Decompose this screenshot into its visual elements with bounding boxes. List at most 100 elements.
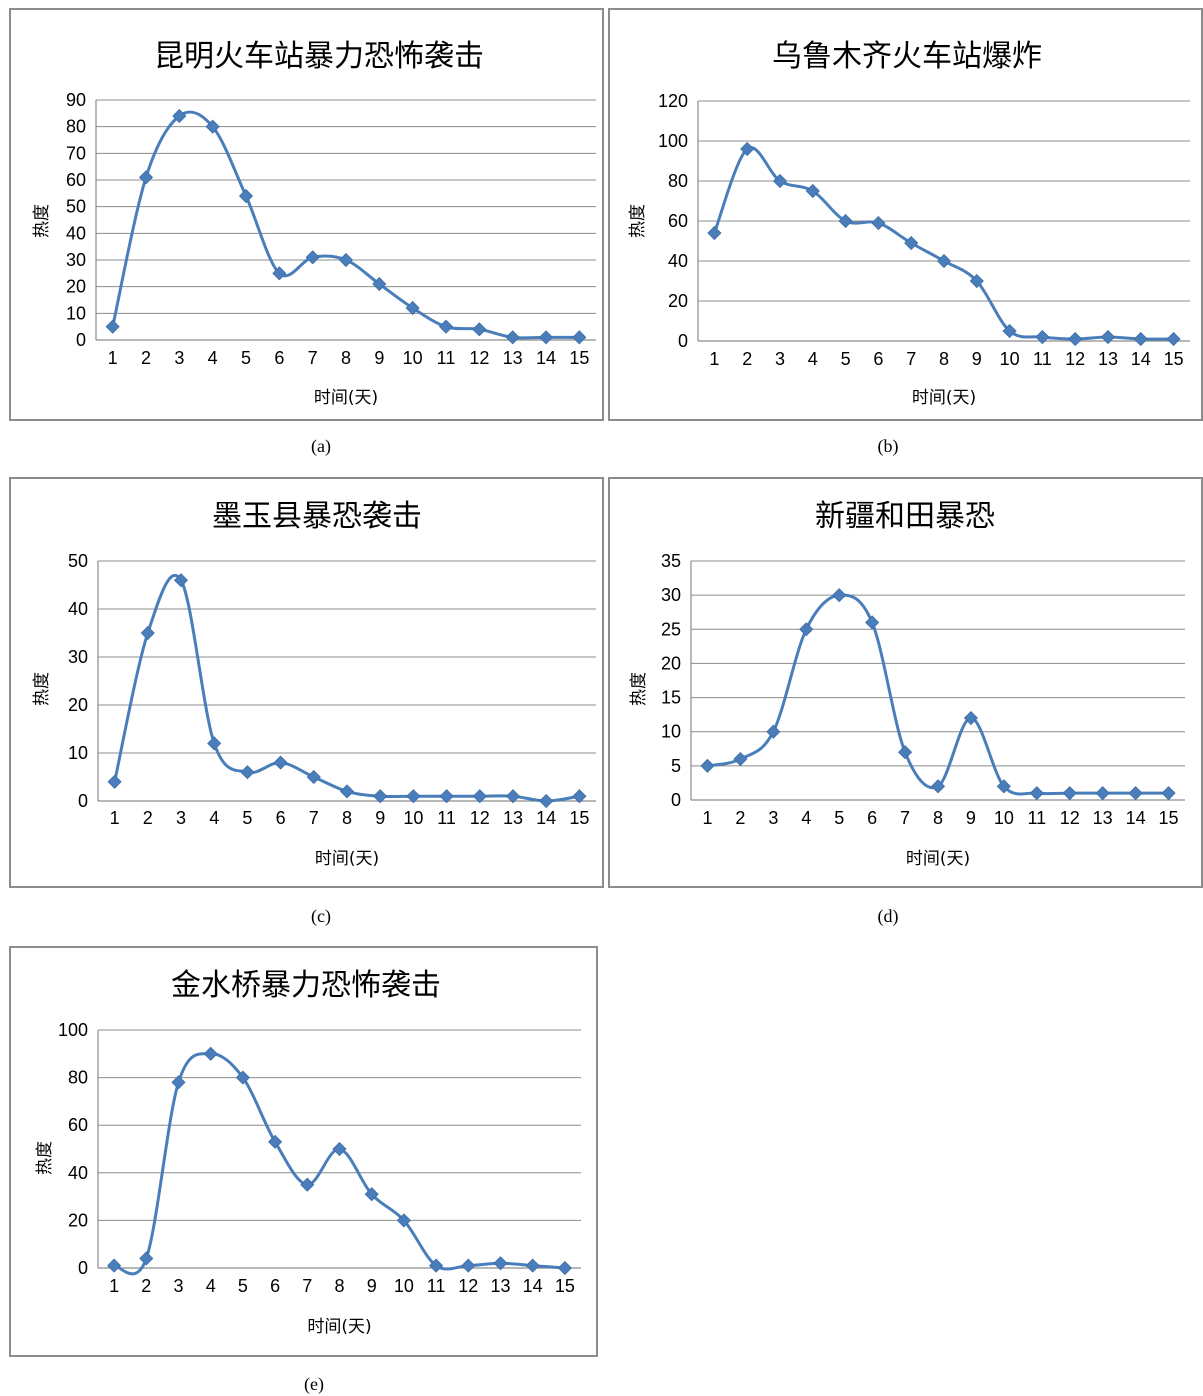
- data-point-marker: [332, 1141, 347, 1157]
- data-point-marker: [996, 779, 1011, 794]
- x-tick-label: 4: [206, 1276, 216, 1296]
- x-tick-label: 5: [238, 1276, 248, 1296]
- x-tick-label: 14: [523, 1276, 543, 1296]
- data-point-marker: [472, 789, 487, 804]
- data-point-marker: [461, 1258, 476, 1273]
- x-tick-label: 15: [555, 1276, 575, 1296]
- x-tick-label: 12: [469, 348, 489, 368]
- x-tick-label: 3: [768, 808, 778, 828]
- data-point-marker: [472, 322, 487, 337]
- x-tick-label: 1: [702, 808, 712, 828]
- x-tick-label: 9: [375, 808, 385, 828]
- y-tick-label: 30: [661, 585, 681, 605]
- data-point-marker: [557, 1260, 572, 1276]
- y-tick-label: 20: [68, 695, 88, 715]
- x-tick-label: 5: [841, 349, 851, 369]
- chart-panel-c: 墨玉县暴恐袭击 0 10 20 30 40 50 1 2 3 4 5 6 7 8 9 10 11 12 13 14 15 时…: [9, 477, 604, 888]
- caption-d: (d): [877, 906, 899, 926]
- x-tick-label: 12: [458, 1276, 478, 1296]
- data-point-marker: [539, 793, 554, 809]
- x-tick-label: 10: [394, 1276, 414, 1296]
- x-tick-label: 5: [242, 808, 252, 828]
- y-tick-label: 10: [661, 722, 681, 742]
- data-point-marker: [300, 1177, 315, 1192]
- data-point-marker: [268, 1134, 283, 1149]
- data-point-marker: [105, 319, 120, 334]
- chart-title: 新疆和田暴恐: [815, 499, 995, 534]
- data-point-marker: [305, 250, 320, 265]
- data-point-marker: [865, 615, 880, 630]
- chart-title: 墨玉县暴恐袭击: [212, 499, 422, 534]
- x-tick-label: 11: [437, 348, 456, 368]
- x-tick-label: 13: [503, 808, 523, 828]
- data-point-marker: [372, 276, 387, 292]
- data-point-marker: [107, 1258, 122, 1273]
- y-tick-label: 80: [66, 117, 86, 137]
- series-line: [707, 593, 1169, 796]
- x-tick-label: 7: [900, 808, 910, 828]
- x-tick-label: 8: [939, 349, 949, 369]
- x-tick-label: 3: [174, 348, 184, 368]
- y-tick-label: 25: [661, 619, 681, 639]
- y-axis-label: 热度: [628, 204, 648, 238]
- x-tick-label: 11: [1033, 349, 1052, 369]
- x-tick-label: 15: [569, 808, 589, 828]
- x-tick-label: 6: [867, 808, 877, 828]
- x-tick-label: 3: [173, 1276, 183, 1296]
- x-tick-label: 9: [367, 1276, 377, 1296]
- data-point-marker: [772, 173, 788, 189]
- data-point-marker: [429, 1258, 444, 1273]
- x-tick-label: 1: [108, 348, 118, 368]
- y-axis-label: 热度: [629, 672, 649, 706]
- data-point-marker: [405, 300, 420, 316]
- x-axis-label: 时间(天): [307, 1317, 371, 1337]
- y-tick-label: 10: [66, 303, 86, 323]
- series-line: [713, 146, 1174, 341]
- x-tick-label: 14: [1131, 349, 1151, 369]
- y-tick-label: 0: [76, 330, 86, 350]
- data-point-marker: [1166, 331, 1181, 347]
- data-point-marker: [273, 755, 288, 770]
- data-point-marker: [173, 573, 189, 588]
- y-tick-label: 40: [68, 1163, 88, 1183]
- chart-title: 金水桥暴力恐怖袭击: [171, 968, 441, 1003]
- data-point-marker: [493, 1256, 508, 1271]
- x-axis-label: 时间(天): [906, 849, 970, 869]
- y-tick-label: 0: [78, 1258, 88, 1278]
- x-tick-label: 6: [276, 808, 286, 828]
- x-tick-label: 4: [808, 349, 818, 369]
- x-tick-label: 8: [342, 808, 352, 828]
- data-point-marker: [1029, 786, 1044, 801]
- y-tick-label: 0: [671, 790, 681, 810]
- x-tick-label: 8: [341, 348, 351, 368]
- x-tick-label: 13: [1093, 808, 1113, 828]
- caption-a: (a): [311, 436, 331, 456]
- x-tick-label: 2: [141, 1276, 151, 1296]
- data-point-marker: [439, 789, 454, 804]
- x-tick-label: 11: [427, 1276, 446, 1296]
- y-axis-label: 热度: [32, 672, 52, 706]
- x-tick-label: 4: [209, 808, 219, 828]
- x-tick-label: 10: [994, 808, 1014, 828]
- x-tick-label: 3: [775, 349, 785, 369]
- x-tick-label: 11: [1027, 808, 1046, 828]
- x-tick-label: 7: [309, 808, 319, 828]
- y-tick-label: 80: [668, 171, 688, 191]
- data-point-marker: [306, 769, 321, 785]
- caption-e: (e): [304, 1374, 324, 1394]
- x-axis-label: 时间(天): [912, 388, 976, 408]
- x-tick-label: 5: [834, 808, 844, 828]
- y-axis-label: 热度: [35, 1141, 55, 1175]
- data-point-marker: [799, 622, 814, 637]
- y-tick-label: 50: [66, 197, 86, 217]
- chart-title: 乌鲁木齐火车站爆炸: [772, 39, 1042, 74]
- data-point-marker: [107, 774, 122, 789]
- data-point-marker: [396, 1213, 411, 1228]
- y-tick-label: 20: [668, 291, 688, 311]
- data-point-marker: [936, 253, 952, 269]
- data-point-marker: [969, 273, 984, 289]
- y-tick-label: 35: [661, 551, 681, 571]
- x-tick-label: 15: [569, 348, 589, 368]
- data-point-marker: [1128, 786, 1143, 801]
